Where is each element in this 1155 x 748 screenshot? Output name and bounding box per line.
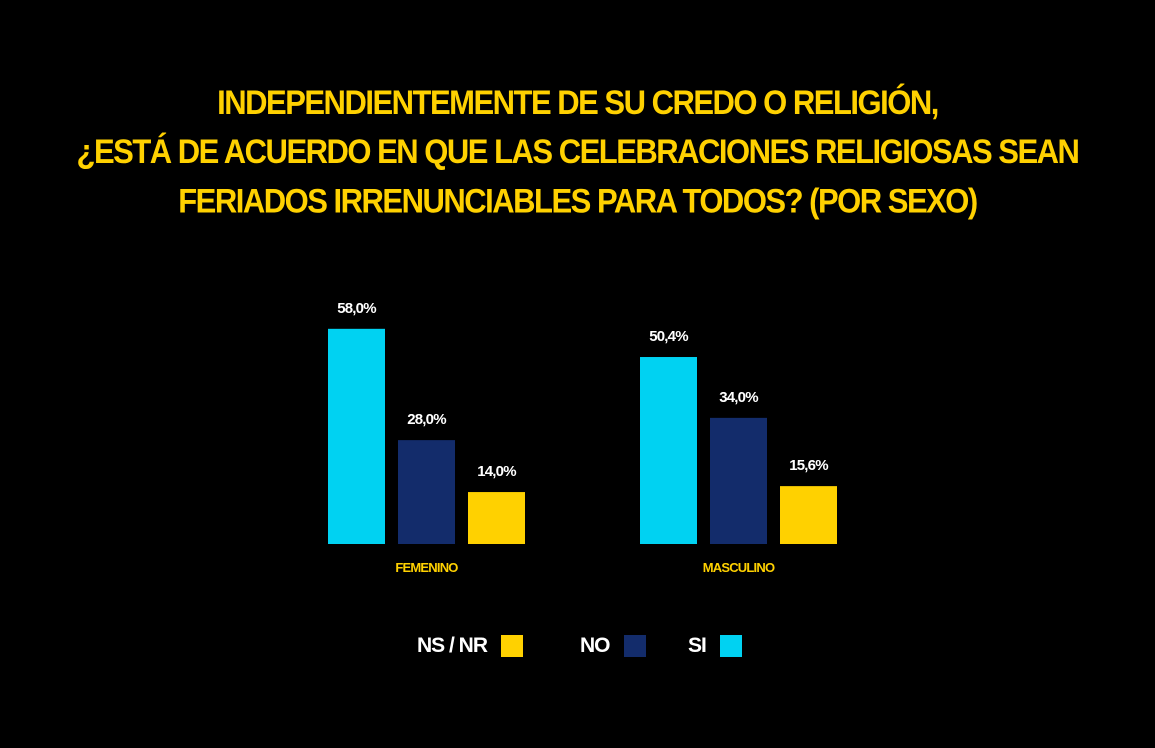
bar-femenino-ns-nr [468, 492, 525, 544]
legend-swatch-no [623, 635, 646, 657]
data-label-masculino-ns-nr: 15,6% [789, 457, 828, 474]
legend-label-si: SI [688, 634, 707, 657]
bar-masculino-si [640, 357, 697, 544]
data-label-masculino-si: 50,4% [649, 328, 688, 345]
title-line-1: INDEPENDIENTEMENTE DE SU CREDO O RELIGIÓ… [217, 82, 939, 122]
bar-femenino-si [328, 328, 385, 544]
chart-title: INDEPENDIENTEMENTE DE SU CREDO O RELIGIÓ… [0, 78, 1155, 226]
legend-swatch-ns-nr [501, 635, 524, 657]
legend-label-no: NO [580, 634, 610, 657]
data-label-femenino-no: 28,0% [407, 411, 446, 428]
category-label-masculino: MASCULINO [703, 560, 775, 575]
legend-item-ns-nr: NS / NR [417, 634, 524, 658]
title-line-2: ¿ESTÁ DE ACUERDO EN QUE LAS CELEBRACIONE… [76, 131, 1080, 172]
bar-masculino-ns-nr [780, 486, 837, 544]
data-label-femenino-ns-nr: 14,0% [477, 463, 516, 480]
legend-label-ns-nr: NS / NR [417, 634, 488, 657]
category-label-femenino: FEMENINO [395, 560, 458, 575]
legend-item-si: SI [688, 634, 742, 658]
title-line-3: FERIADOS IRRENUNCIABLES PARA TODOS? (POR… [178, 181, 978, 221]
legend-item-no: NO [580, 634, 646, 658]
data-label-femenino-si: 58,0% [337, 300, 376, 317]
legend-swatch-si [719, 635, 742, 657]
bar-femenino-no [398, 440, 455, 544]
bar-masculino-no [710, 417, 767, 544]
data-label-masculino-no: 34,0% [719, 389, 758, 406]
legend: NS / NR NO SI [0, 634, 1155, 664]
